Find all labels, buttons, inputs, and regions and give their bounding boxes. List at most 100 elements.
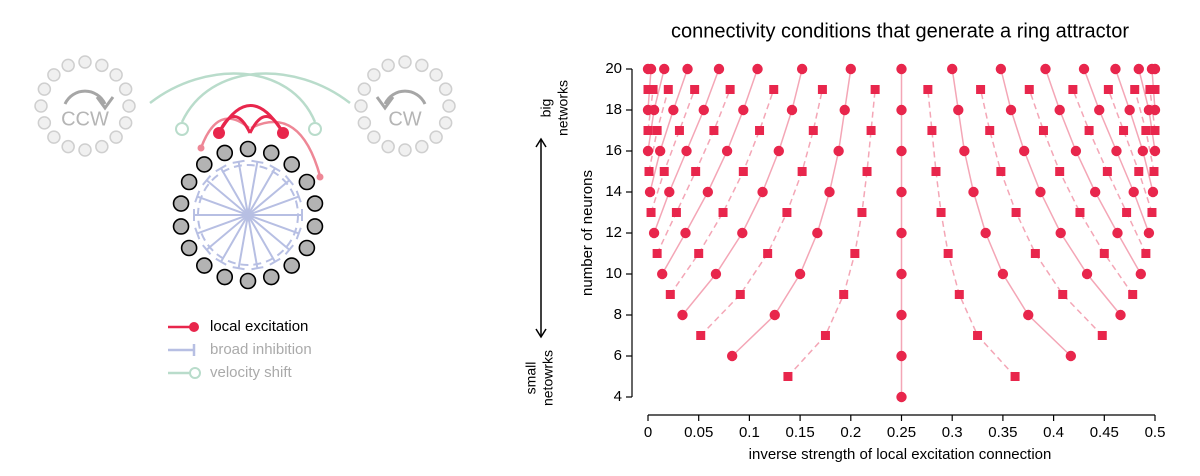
point [1099, 249, 1109, 258]
point [663, 85, 673, 94]
point [646, 208, 656, 217]
point [713, 63, 725, 75]
small-neuron [61, 139, 75, 154]
point [1137, 145, 1149, 157]
point [698, 104, 709, 116]
point [677, 309, 688, 321]
point [735, 290, 745, 299]
point [857, 208, 867, 217]
neuron [262, 268, 280, 286]
inhibition-end [215, 257, 227, 266]
point [954, 290, 964, 299]
point [1103, 85, 1113, 94]
neuron [216, 144, 234, 162]
annotation: networks [555, 80, 571, 136]
point [845, 63, 856, 75]
neuron [306, 218, 324, 235]
point [755, 126, 765, 135]
point [782, 208, 792, 217]
point [648, 85, 658, 94]
inhibition-end [284, 244, 294, 255]
point [718, 208, 728, 217]
trend-line [661, 68, 759, 275]
inhibition-end [232, 266, 245, 271]
y-tick-label: 16 [605, 142, 622, 159]
point [1054, 104, 1065, 116]
excitation-weak [250, 120, 322, 177]
x-tick-label: 0.3 [942, 424, 963, 441]
small-neuron [357, 82, 372, 96]
point [1149, 63, 1161, 75]
small-neuron [78, 143, 92, 157]
trend-line [1044, 68, 1142, 275]
ring-label: CCW [61, 108, 109, 130]
inhibition-end [202, 244, 212, 255]
excitation-end [316, 173, 324, 181]
point [973, 331, 983, 340]
neuron [195, 257, 213, 274]
trend-line [951, 68, 1072, 357]
point [721, 145, 733, 157]
point [796, 63, 808, 75]
small-neuron [118, 116, 133, 130]
point [737, 227, 748, 239]
point [931, 167, 941, 176]
point [1097, 331, 1107, 340]
point [1134, 167, 1144, 176]
point [833, 145, 844, 157]
point [1010, 372, 1020, 381]
point [812, 227, 823, 239]
point [959, 145, 970, 157]
y-axis-label: number of neurons [579, 170, 596, 296]
size-arrow [535, 137, 547, 339]
neuron [172, 218, 190, 235]
small-neuron [438, 82, 453, 96]
ring-label: CW [388, 108, 421, 130]
small-neuron [381, 58, 395, 73]
small-neuron [357, 116, 372, 130]
point [690, 85, 700, 94]
trend-line [1028, 89, 1134, 295]
point [997, 268, 1009, 280]
point [1038, 126, 1048, 135]
legend-marker [189, 322, 199, 332]
point [726, 350, 738, 362]
small-neuron [37, 82, 52, 96]
small-neuron [367, 130, 381, 144]
x-tick-label: 0.45 [1090, 424, 1119, 441]
rotation-arrow [63, 89, 107, 105]
point [980, 227, 991, 239]
inhibition-end [215, 164, 227, 173]
point [1135, 268, 1147, 280]
point [1119, 126, 1129, 135]
point [652, 126, 662, 135]
point [1005, 104, 1017, 116]
point [668, 104, 679, 116]
velocity-shift [180, 72, 351, 123]
point [850, 249, 860, 258]
point [1149, 104, 1161, 116]
trend-line [927, 89, 1016, 378]
neuron [239, 272, 257, 290]
point [1112, 227, 1123, 239]
point [665, 290, 675, 299]
point [1111, 145, 1122, 157]
legend-label: broad inhibition [210, 341, 312, 358]
rotation-arrow [383, 89, 427, 105]
point [1128, 186, 1139, 198]
point [817, 85, 827, 94]
point [896, 350, 907, 362]
small-neuron [109, 130, 123, 144]
neuron [262, 144, 280, 162]
point [1145, 85, 1155, 94]
point [839, 104, 850, 116]
inhibition-end [284, 175, 294, 186]
y-tick-label: 8 [614, 306, 622, 323]
x-tick-label: 0.5 [1145, 424, 1166, 441]
point [1122, 208, 1132, 217]
point [1130, 85, 1140, 94]
point [696, 331, 706, 340]
point [1070, 145, 1082, 157]
